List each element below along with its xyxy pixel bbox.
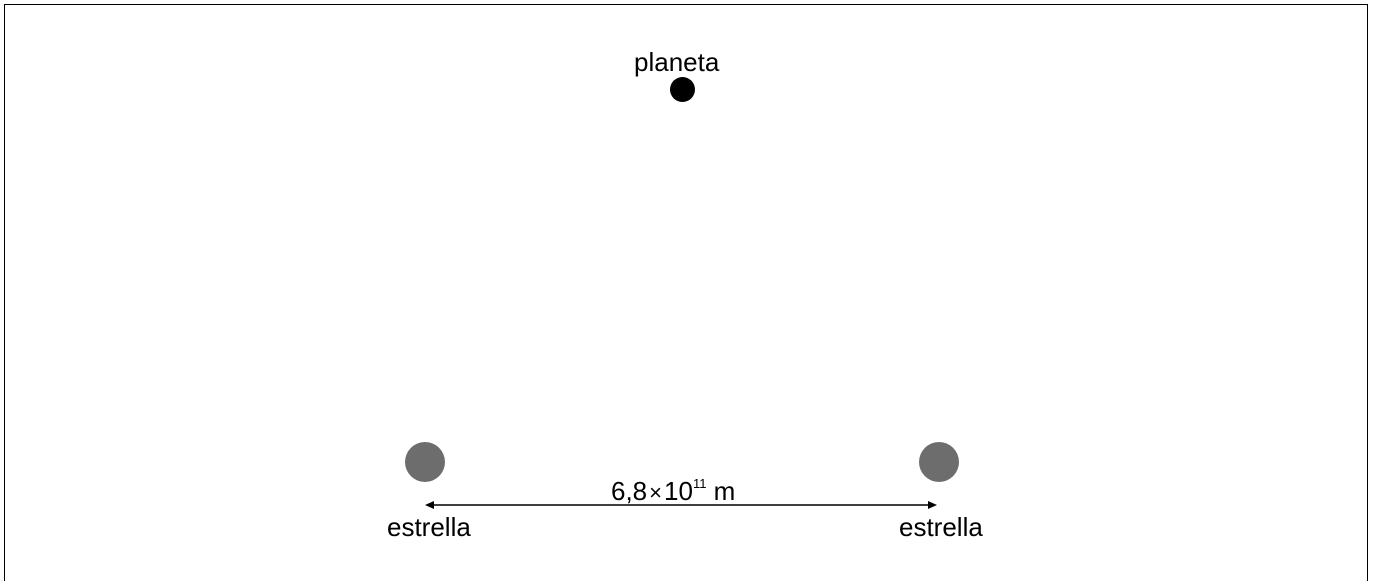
right-arrowhead [928,501,937,509]
left-star [405,442,445,482]
distance-label: 6,8×1011 m [611,476,736,506]
times-symbol: × [649,480,663,505]
left-arrowhead [425,501,434,509]
distance-unit: m [713,476,736,506]
right-star [919,442,959,482]
planet-label: planeta [634,47,720,77]
distance-base: 10 [664,476,693,506]
left-star-label: estrella [387,512,471,542]
distance-exponent: 11 [692,476,707,491]
planet-dot [670,77,695,102]
right-star-label: estrella [899,512,983,542]
distance-mantissa: 6,8 [611,476,648,506]
